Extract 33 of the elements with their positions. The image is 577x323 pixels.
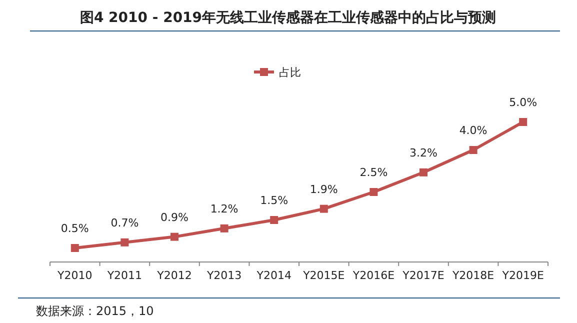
legend-label: 占比	[279, 66, 301, 79]
x-tick-label: Y2019E	[501, 269, 544, 282]
x-tick-label: Y2011	[106, 269, 142, 282]
data-label: 1.5%	[260, 194, 288, 207]
x-tick-label: Y2017E	[402, 269, 444, 282]
x-tick-label: Y2014	[256, 269, 292, 282]
data-label: 1.2%	[210, 202, 238, 216]
data-label: 3.2%	[410, 146, 438, 160]
chart-title: 图4 2010 - 2019年无线工业传感器在工业传感器中的占比与预测	[80, 10, 496, 26]
point	[70, 244, 79, 252]
data-label: 5.0%	[509, 96, 538, 109]
x-tick-label: Y2015E	[302, 269, 345, 282]
point	[220, 224, 228, 232]
point	[469, 146, 478, 154]
data-label: 1.9%	[310, 182, 338, 196]
data-label: 2.5%	[360, 166, 388, 179]
x-tick-label: Y2012	[156, 269, 192, 282]
data-label: 0.9%	[160, 210, 188, 224]
point	[270, 216, 278, 224]
x-tick-label: Y2018E	[451, 269, 494, 282]
data-label: 4.0%	[459, 124, 488, 137]
x-tick-label: Y2016E	[352, 269, 395, 282]
x-tick-label: Y2010	[56, 269, 92, 282]
data-label: 0.5%	[60, 222, 89, 235]
source-note: 数据来源：2015，10	[36, 304, 154, 318]
x-tick-label: Y2013	[206, 269, 242, 282]
point	[170, 232, 178, 241]
data-label: 0.7%	[110, 216, 139, 230]
point	[370, 188, 378, 196]
point	[519, 118, 528, 126]
point	[120, 238, 129, 246]
point	[320, 204, 328, 213]
point	[420, 168, 428, 176]
